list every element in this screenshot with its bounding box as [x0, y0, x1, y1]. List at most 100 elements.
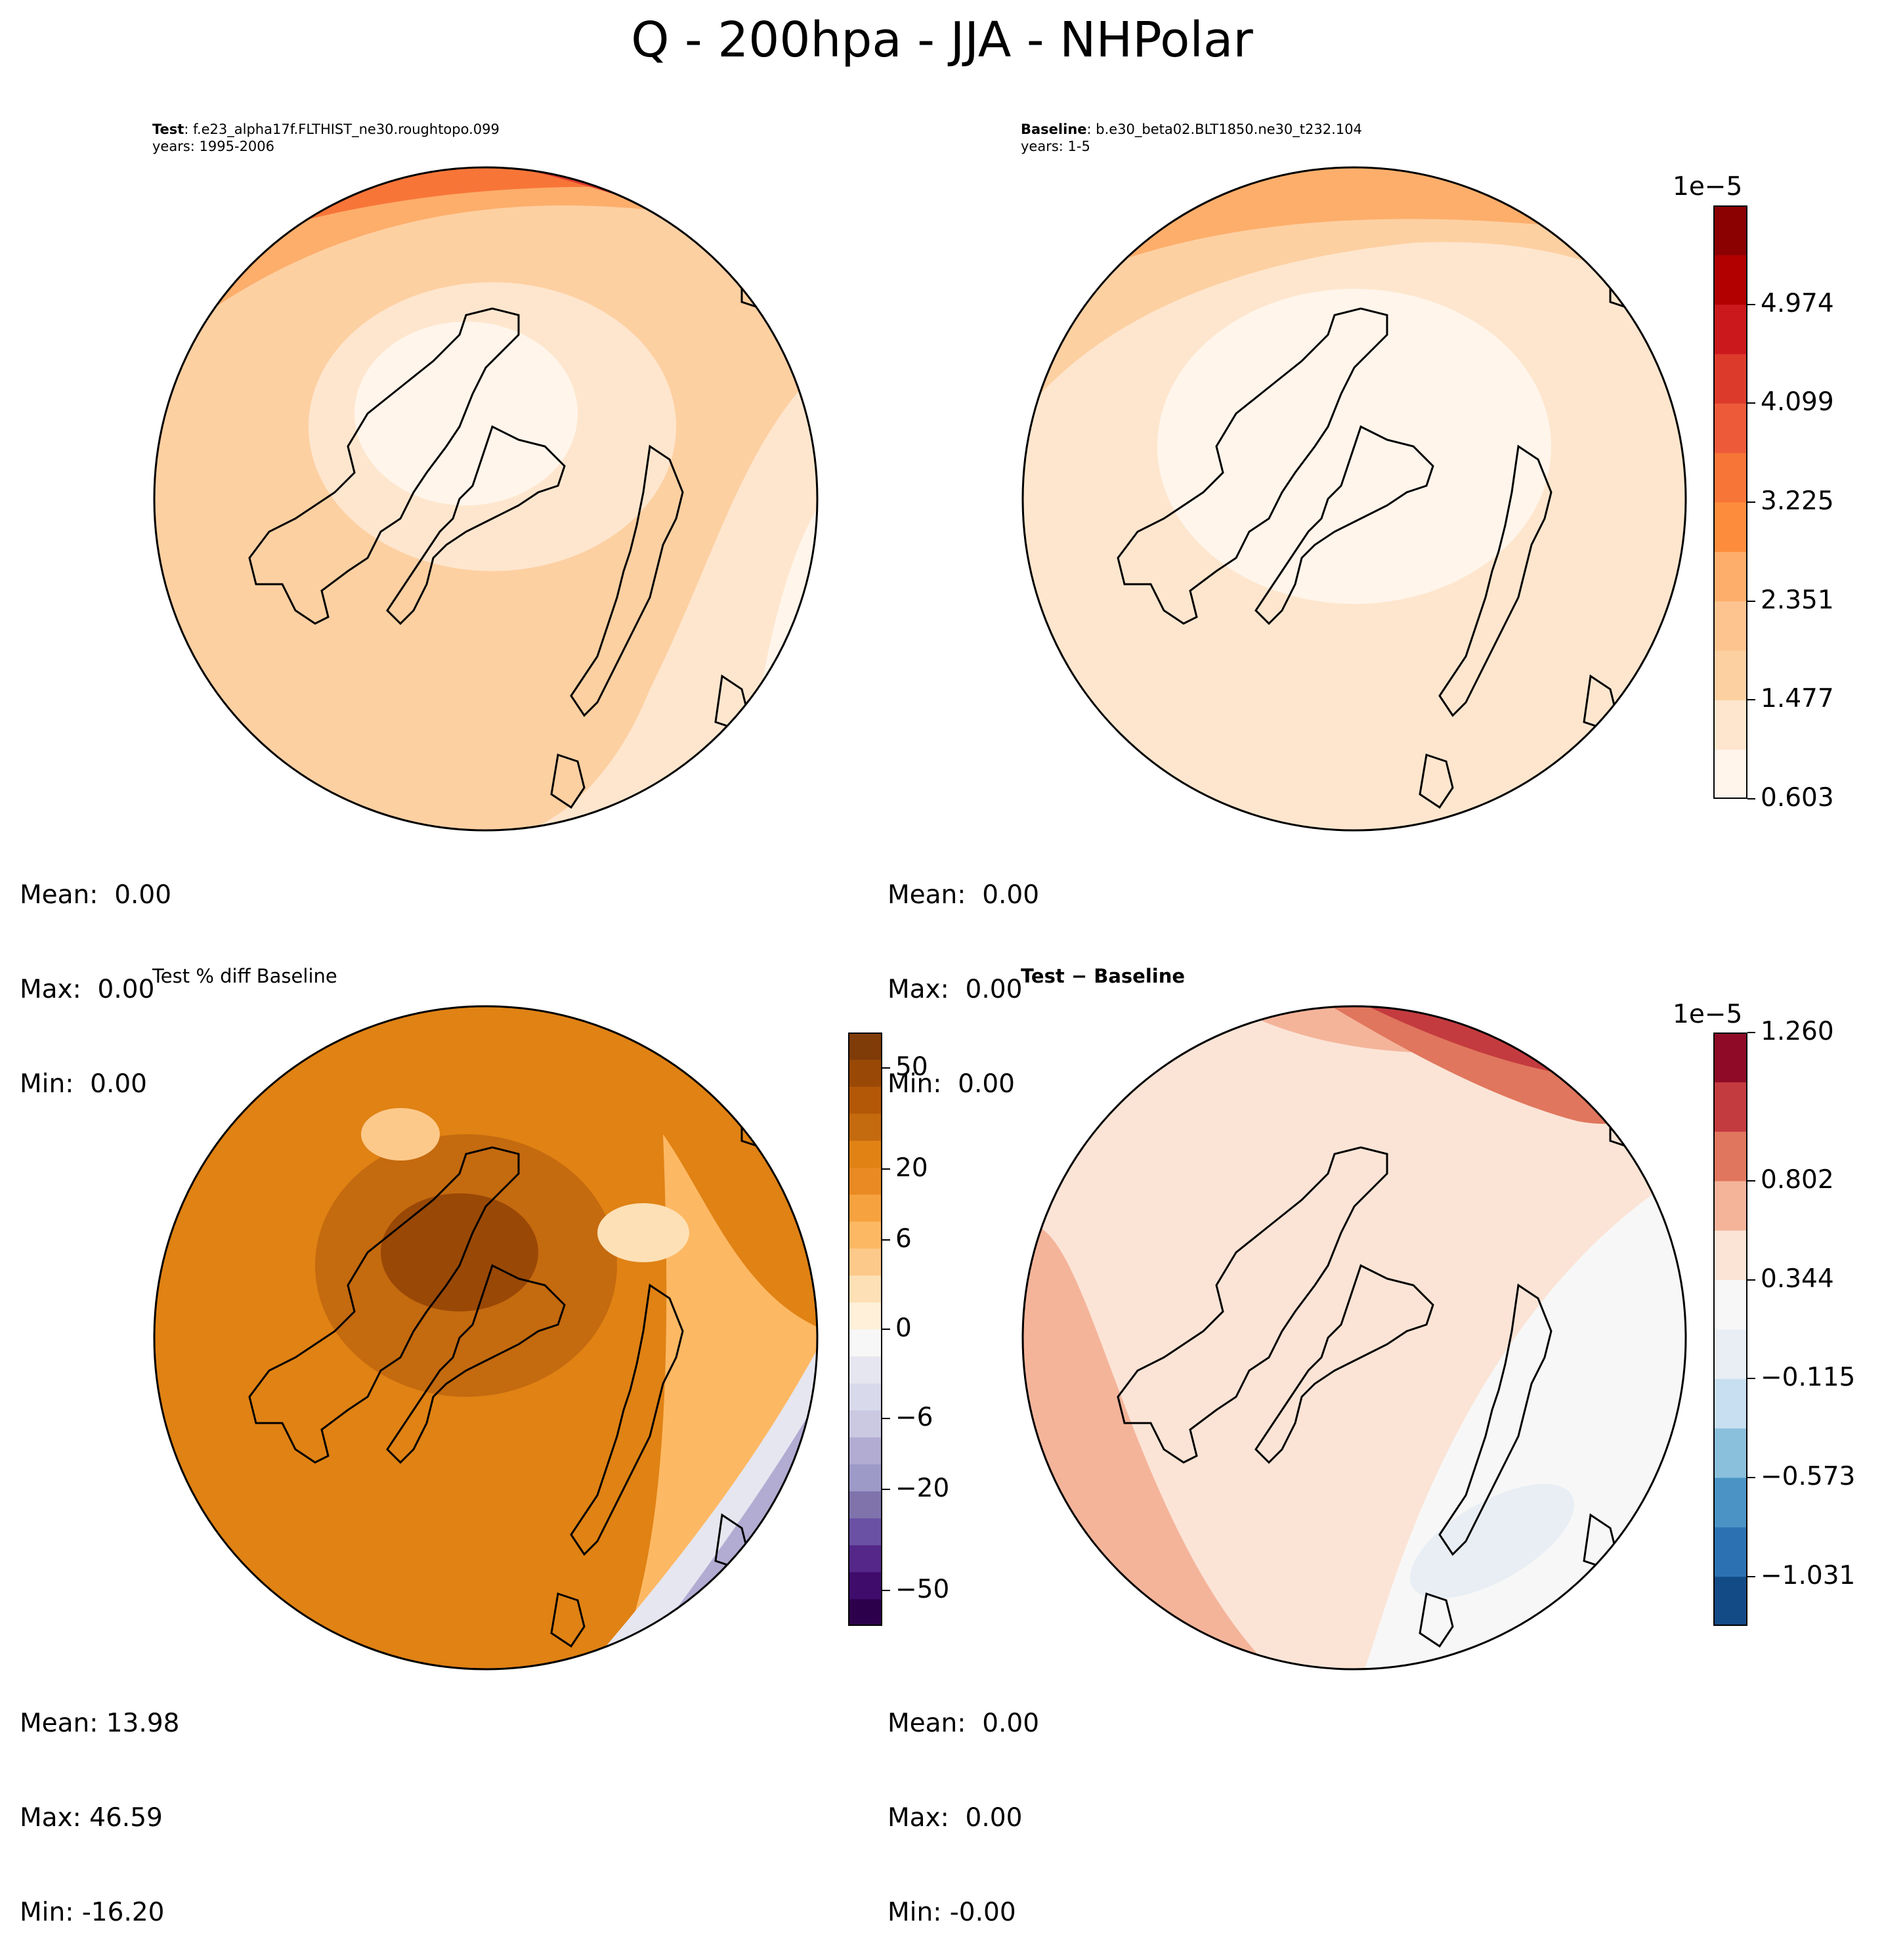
test-max: Max: 0.00: [20, 975, 155, 1004]
main-colorbar-tick: [1747, 303, 1755, 305]
main-colorbar-ticklabel: 4.974: [1761, 288, 1834, 318]
diff-colorbar-ticklabel: −0.115: [1761, 1363, 1856, 1393]
main-colorbar-swatch: [1713, 601, 1747, 651]
pctdiff-panel-title: Test % diff Baseline: [152, 965, 337, 987]
pct-colorbar-swatch: [848, 1275, 882, 1303]
pct-colorbar-tick: [882, 1168, 890, 1170]
main-colorbar-ticklabel: 3.225: [1761, 486, 1834, 516]
pctdiff-stats: Mean: 13.98 Max: 46.59 Min: -16.20: [20, 1645, 179, 1960]
pct-colorbar-swatch: [848, 1464, 882, 1492]
main-colorbar-ticklabel: 0.603: [1761, 783, 1834, 813]
main-colorbar-swatch: [1713, 650, 1747, 700]
diff-colorbar-ticklabel: 0.802: [1761, 1165, 1834, 1195]
pct-colorbar-ticklabel: 50: [895, 1052, 928, 1082]
diff-max: Max: 0.00: [888, 1803, 1023, 1833]
main-colorbar-swatch: [1713, 304, 1747, 354]
main-colorbar-border: [1713, 205, 1747, 799]
diff-colorbar-tick: [1747, 1575, 1755, 1577]
pctdiff-min: Min: -16.20: [20, 1898, 165, 1927]
diff-stats: Mean: 0.00 Max: 0.00 Min: -0.00: [888, 1645, 1039, 1960]
diff-colorbar-swatches: [1713, 1033, 1747, 1627]
main-colorbar-swatch: [1713, 205, 1747, 255]
pct-colorbar-swatch: [848, 1248, 882, 1276]
pct-colorbar-swatch: [848, 1059, 882, 1087]
test-map: [153, 166, 819, 832]
diff-colorbar-ticklabel: 1.260: [1761, 1017, 1834, 1046]
diff-colorbar-tick: [1747, 1477, 1755, 1478]
baseline-years: years: 1-5: [1021, 138, 1090, 154]
main-colorbar-swatch: [1713, 749, 1747, 799]
main-colorbar-swatch: [1713, 403, 1747, 454]
pctdiff-mean: Mean: 13.98: [20, 1709, 180, 1738]
pct-colorbar-swatch: [848, 1033, 882, 1060]
pct-colorbar-swatch: [848, 1167, 882, 1195]
pct-colorbar-swatch: [848, 1571, 882, 1600]
main-colorbar: [1713, 205, 1747, 799]
test-panel-title: Test: f.e23_alpha17f.FLTHIST_ne30.rought…: [152, 121, 500, 155]
main-colorbar-tick: [1747, 402, 1755, 404]
pct-colorbar-tick: [882, 1329, 890, 1330]
diff-colorbar-swatch: [1713, 1181, 1747, 1231]
main-colorbar-ticklabel: 1.477: [1761, 684, 1834, 714]
main-colorbar-tick: [1747, 501, 1755, 503]
pct-colorbar-tick: [882, 1489, 890, 1491]
baseline-stats: Mean: 0.00 Max: 0.00 Min: 0.00: [888, 817, 1039, 1132]
test-case-name: : f.e23_alpha17f.FLTHIST_ne30.roughtopo.…: [184, 121, 500, 137]
diff-colorbar-border: [1713, 1033, 1747, 1626]
pct-colorbar-swatch: [848, 1410, 882, 1438]
pct-colorbar-tick: [882, 1239, 890, 1241]
pct-colorbar-ticklabel: 6: [895, 1224, 912, 1254]
main-colorbar-swatch: [1713, 255, 1747, 305]
baseline-mean: Mean: 0.00: [888, 880, 1040, 910]
main-colorbar-swatch: [1713, 354, 1747, 404]
pct-colorbar-tick: [882, 1417, 890, 1419]
main-colorbar-tick: [1747, 600, 1755, 602]
diff-panel-title: Test − Baseline: [1021, 965, 1186, 987]
baseline-case-name: : b.e30_beta02.BLT1850.ne30_t232.104: [1086, 121, 1362, 137]
pct-colorbar-tick: [882, 1589, 890, 1591]
diff-min: Min: -0.00: [888, 1898, 1016, 1927]
diff-colorbar-swatch: [1713, 1230, 1747, 1281]
main-colorbar-swatch: [1713, 452, 1747, 503]
main-colorbar-swatches: [1713, 205, 1747, 799]
diff-colorbar-swatch: [1713, 1082, 1747, 1132]
diff-colorbar-tick: [1747, 1279, 1755, 1281]
pctdiff-max: Max: 46.59: [20, 1803, 163, 1833]
pct-colorbar-swatch: [848, 1518, 882, 1546]
pct-colorbar: [848, 1033, 882, 1627]
diff-colorbar-swatch: [1713, 1279, 1747, 1330]
test-stats: Mean: 0.00 Max: 0.00 Min: 0.00: [20, 817, 171, 1132]
pct-colorbar-ticklabel: −6: [895, 1402, 933, 1432]
pct-colorbar-swatch: [848, 1545, 882, 1573]
baseline-label-bold: Baseline: [1021, 121, 1087, 137]
diff-colorbar-ticklabel: −1.031: [1761, 1560, 1856, 1590]
pct-colorbar-swatch: [848, 1437, 882, 1464]
diff-colorbar-ticklabel: 0.344: [1761, 1264, 1834, 1294]
pct-colorbar-swatch: [848, 1329, 882, 1357]
pct-colorbar-ticklabel: −20: [895, 1474, 950, 1504]
pct-colorbar-swatch: [848, 1356, 882, 1384]
main-colorbar-ticklabel: 4.099: [1761, 387, 1834, 417]
pct-colorbar-ticklabel: 20: [895, 1153, 928, 1183]
pct-colorbar-swatch: [848, 1598, 882, 1627]
pct-colorbar-swatch: [848, 1383, 882, 1411]
baseline-map: [1021, 166, 1687, 832]
baseline-max: Max: 0.00: [888, 975, 1023, 1004]
main-colorbar-tick: [1747, 699, 1755, 701]
diff-colorbar-tick: [1747, 1032, 1755, 1033]
main-colorbar-swatch: [1713, 551, 1747, 602]
diff-colorbar-exponent: 1e−5: [1673, 1000, 1743, 1029]
test-years: years: 1995-2006: [152, 138, 275, 154]
main-colorbar-ticklabel: 2.351: [1761, 585, 1834, 615]
figure-title: Q - 200hpa - JJA - NHPolar: [631, 12, 1253, 68]
baseline-min: Min: 0.00: [888, 1069, 1015, 1099]
pct-colorbar-ticklabel: −50: [895, 1574, 950, 1604]
diff-colorbar-swatch: [1713, 1033, 1747, 1082]
test-min: Min: 0.00: [20, 1069, 147, 1099]
diff-colorbar-swatch: [1713, 1527, 1747, 1577]
pct-colorbar-swatch: [848, 1086, 882, 1114]
pct-colorbar-tick: [882, 1067, 890, 1069]
main-colorbar-exponent: 1e−5: [1673, 172, 1743, 202]
diff-colorbar-swatch: [1713, 1478, 1747, 1527]
diff-colorbar-swatch: [1713, 1576, 1747, 1627]
